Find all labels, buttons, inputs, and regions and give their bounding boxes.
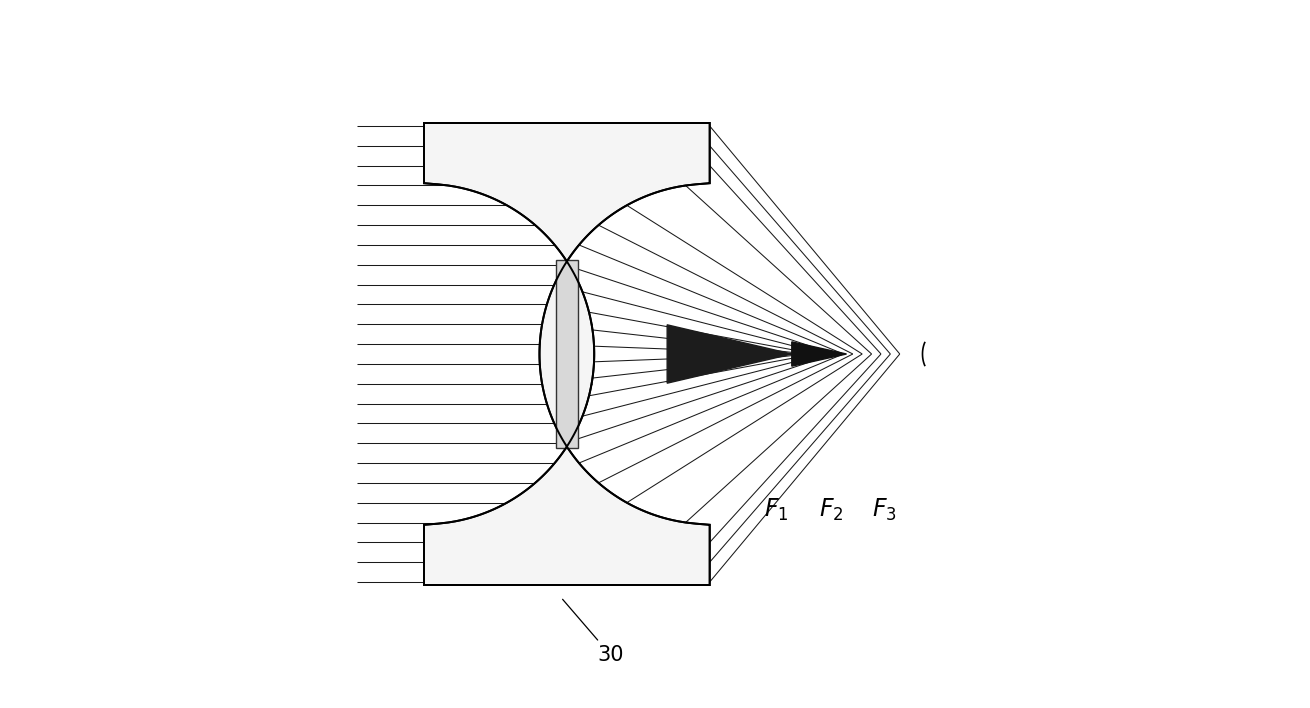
Polygon shape <box>667 325 791 383</box>
Text: $F_1$: $F_1$ <box>764 497 789 523</box>
Bar <box>555 260 578 448</box>
Polygon shape <box>424 123 710 585</box>
Text: $F_3$: $F_3$ <box>872 497 897 523</box>
Polygon shape <box>791 342 846 366</box>
Text: $F_2$: $F_2$ <box>819 497 844 523</box>
Text: 30: 30 <box>562 599 624 665</box>
